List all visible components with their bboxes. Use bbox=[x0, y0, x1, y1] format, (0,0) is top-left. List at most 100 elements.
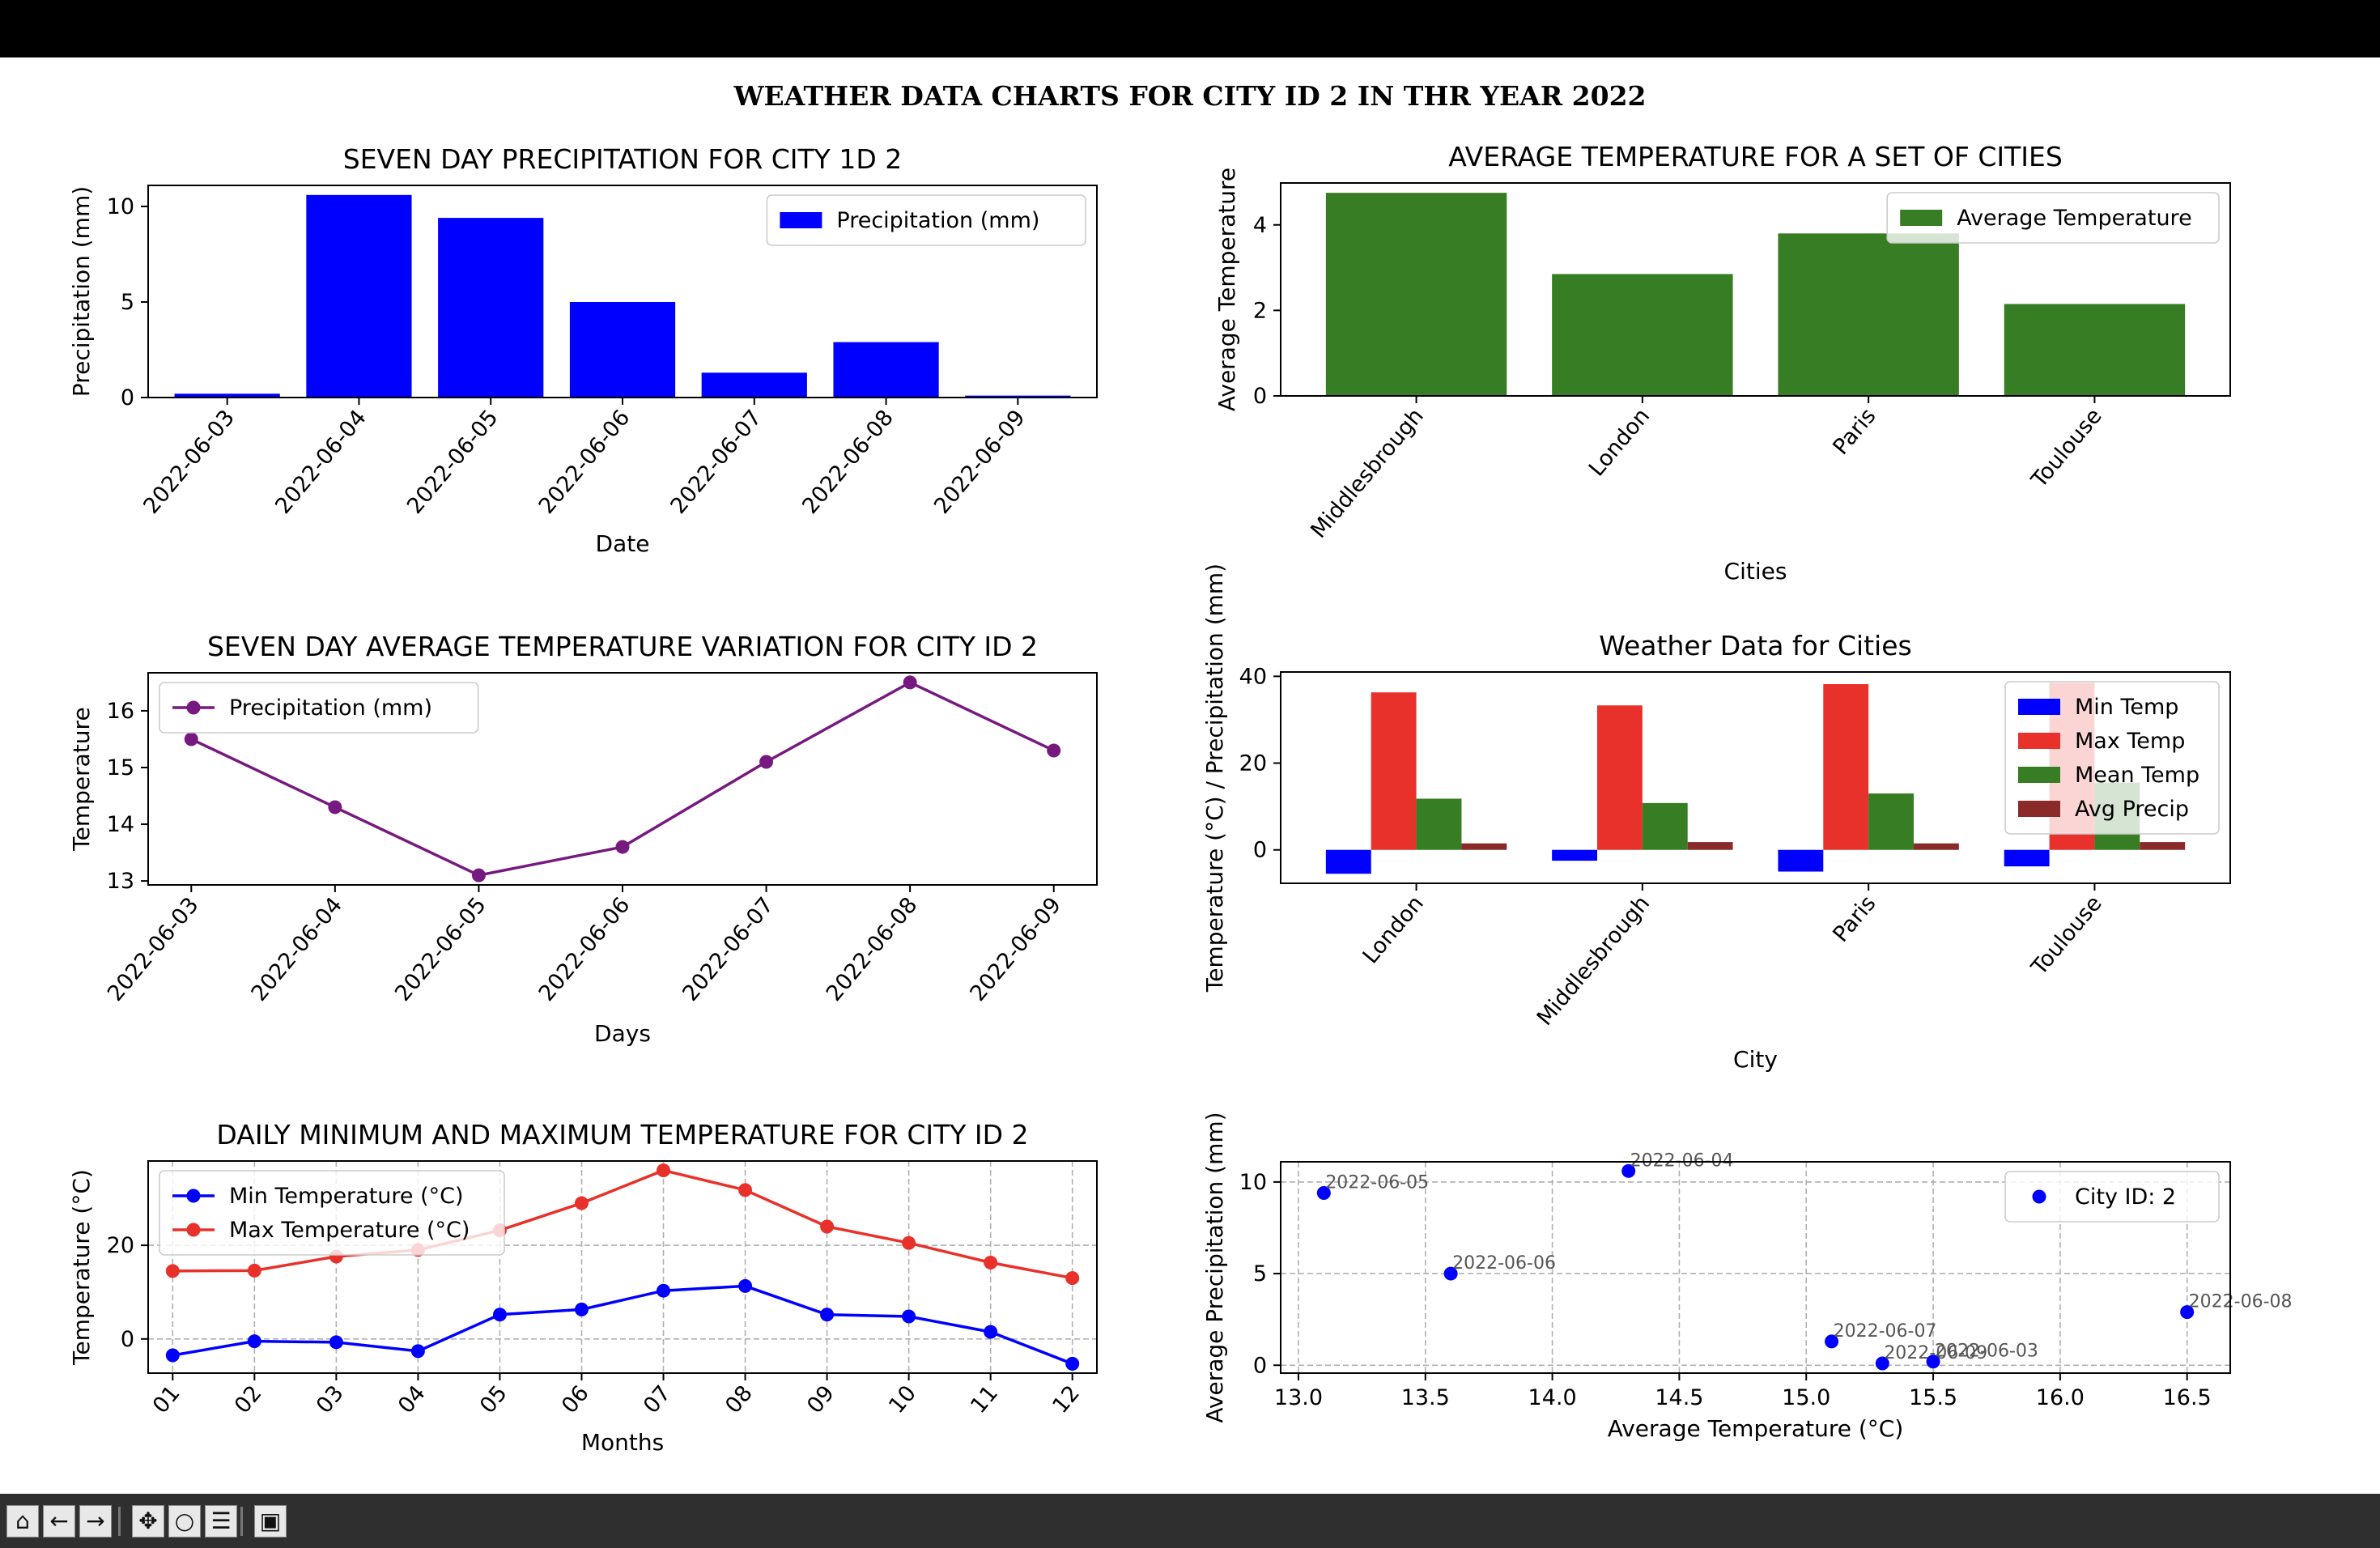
bar-precipitation-mm- bbox=[174, 393, 280, 398]
x-tick-label: 2022-06-05 bbox=[402, 406, 504, 519]
legend-box bbox=[159, 682, 479, 734]
x-tick-label: 13.5 bbox=[1401, 1385, 1450, 1410]
toolbar-separator bbox=[118, 1507, 121, 1536]
x-axis-label: Average Temperature (°C) bbox=[1608, 1415, 1904, 1442]
x-tick-label: Paris bbox=[1828, 891, 1881, 947]
x-tick-label: 2022-06-07 bbox=[678, 893, 779, 1006]
x-tick-label: 2022-06-08 bbox=[822, 893, 923, 1006]
data-point bbox=[759, 755, 774, 769]
x-tick-label: 03 bbox=[312, 1381, 349, 1418]
bar-average-temperature bbox=[2004, 304, 2186, 396]
y-axis-label: Average Temperature bbox=[1213, 168, 1240, 411]
legend: Average Temperature bbox=[1886, 192, 2220, 244]
data-point bbox=[984, 1325, 998, 1339]
data-point bbox=[820, 1219, 835, 1234]
legend-label: Precipitation (mm) bbox=[229, 695, 432, 721]
legend-marker bbox=[186, 700, 201, 715]
legend-label: Precipitation (mm) bbox=[836, 208, 1039, 233]
bar-precipitation-mm- bbox=[833, 342, 939, 398]
data-point bbox=[492, 1308, 507, 1322]
data-point bbox=[738, 1278, 753, 1293]
legend: Precipitation (mm) bbox=[159, 682, 479, 734]
y-axis-label: Temperature (°C) bbox=[68, 1169, 95, 1366]
chart-minmax_monthly: DAILY MINIMUM AND MAXIMUM TEMPERATURE FO… bbox=[68, 1119, 1098, 1456]
y-tick-label: 15 bbox=[107, 755, 134, 780]
x-axis-label: Date bbox=[596, 530, 650, 557]
chart-title: SEVEN DAY AVERAGE TEMPERATURE VARIATION … bbox=[207, 631, 1038, 662]
x-tick-label: 02 bbox=[230, 1381, 267, 1418]
save-icon[interactable]: ▣ bbox=[254, 1505, 287, 1537]
x-axis-label: Days bbox=[594, 1020, 651, 1047]
x-tick-label: 2022-06-09 bbox=[929, 406, 1031, 519]
bar-average-temperature bbox=[1325, 193, 1507, 396]
x-tick-label: 2022-06-04 bbox=[270, 406, 372, 519]
y-axis-label: Temperature bbox=[68, 707, 95, 851]
y-tick-label: 20 bbox=[1239, 751, 1267, 776]
x-tick-label: 2022-06-05 bbox=[390, 893, 491, 1006]
legend-swatch bbox=[2018, 699, 2060, 715]
bar-average-temperature bbox=[1778, 233, 1959, 396]
chart-scatter: 2022-06-03 2022-06-04 2022-06-05 2022-06-06… bbox=[1201, 1112, 2293, 1442]
y-tick-label: 2 bbox=[1253, 298, 1267, 323]
bar-mean-temp bbox=[1868, 793, 1914, 850]
data-point bbox=[471, 868, 486, 882]
data-point bbox=[903, 675, 917, 690]
data-point bbox=[1047, 743, 1061, 758]
data-point bbox=[165, 1348, 180, 1363]
x-tick-label: 14.0 bbox=[1528, 1385, 1577, 1410]
legend: Precipitation (mm) bbox=[766, 194, 1086, 246]
legend-box bbox=[2004, 681, 2220, 835]
y-tick-label: 5 bbox=[121, 290, 134, 315]
chart-title: DAILY MINIMUM AND MAXIMUM TEMPERATURE FO… bbox=[216, 1119, 1028, 1150]
bar-min-temp bbox=[1325, 849, 1371, 874]
data-point bbox=[1065, 1271, 1080, 1286]
bar-precipitation-mm- bbox=[965, 395, 1071, 398]
y-tick-label: 20 bbox=[107, 1233, 134, 1258]
bar-precipitation-mm- bbox=[569, 301, 676, 398]
configure-subplots-icon[interactable]: ☰ bbox=[205, 1505, 237, 1537]
x-tick-label: 04 bbox=[393, 1381, 431, 1418]
y-tick-label: 4 bbox=[1253, 213, 1267, 238]
legend-label: Min Temp bbox=[2075, 695, 2178, 720]
legend-label: Mean Temp bbox=[2075, 763, 2199, 788]
legend-label: Average Temperature bbox=[1957, 206, 2192, 231]
zoom-icon[interactable]: ○ bbox=[168, 1505, 201, 1537]
y-tick-label: 40 bbox=[1239, 664, 1267, 689]
bar-average-temperature bbox=[1552, 274, 1733, 396]
axes-frame bbox=[1280, 1161, 2231, 1374]
bar-min-temp bbox=[2004, 849, 2050, 867]
back-arrow-icon[interactable]: ← bbox=[43, 1505, 75, 1537]
scatter-point bbox=[1926, 1354, 1940, 1369]
x-tick-label: 2022-06-04 bbox=[247, 893, 348, 1006]
scatter-point bbox=[1316, 1185, 1331, 1200]
home-icon[interactable]: ⌂ bbox=[6, 1505, 39, 1537]
scatter-point bbox=[2180, 1305, 2195, 1320]
point-label: 2022-06-03 bbox=[1935, 1342, 2038, 1362]
legend-swatch bbox=[2018, 801, 2060, 817]
series-line bbox=[172, 1168, 1073, 1280]
bar-max-temp bbox=[1597, 705, 1643, 850]
legend-swatch bbox=[780, 212, 822, 228]
x-tick-label: Middlesbrough bbox=[1532, 891, 1655, 1031]
data-point bbox=[574, 1302, 589, 1316]
chart-title: AVERAGE TEMPERATURE FOR A SET OF CITIES bbox=[1448, 141, 2063, 172]
data-point bbox=[329, 1335, 343, 1350]
chart-avgtemp_cities: AVERAGE TEMPERATURE FOR A SET OF CITIES 0… bbox=[1213, 141, 2231, 585]
data-point bbox=[184, 732, 198, 746]
x-axis-label: City bbox=[1733, 1046, 1778, 1073]
pan-icon[interactable]: ✥ bbox=[132, 1505, 164, 1537]
bar-avg-precip bbox=[2140, 842, 2186, 850]
x-tick-label: 16.5 bbox=[2163, 1385, 2212, 1410]
axes-frame bbox=[1280, 671, 2231, 884]
x-tick-label: 2022-06-06 bbox=[534, 406, 635, 519]
point-label: 2022-06-06 bbox=[1452, 1253, 1556, 1274]
x-tick-label: Paris bbox=[1828, 404, 1881, 460]
scatter-point bbox=[1825, 1334, 1839, 1349]
point-label: 2022-06-07 bbox=[1834, 1321, 1937, 1342]
x-axis-label: Cities bbox=[1724, 558, 1787, 585]
data-point bbox=[247, 1334, 261, 1349]
forward-arrow-icon[interactable]: → bbox=[79, 1505, 112, 1537]
data-point bbox=[820, 1308, 835, 1322]
x-tick-label: 2022-06-03 bbox=[138, 406, 240, 519]
data-point bbox=[410, 1344, 425, 1359]
